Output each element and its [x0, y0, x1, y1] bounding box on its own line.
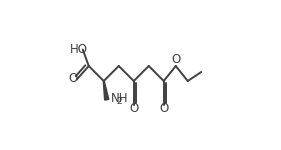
Text: 2: 2	[116, 98, 122, 106]
Text: O: O	[129, 102, 138, 115]
Text: O: O	[68, 72, 78, 85]
Text: HO: HO	[70, 43, 88, 56]
Polygon shape	[103, 81, 109, 100]
Text: NH: NH	[111, 92, 129, 105]
Text: O: O	[159, 102, 168, 115]
Text: O: O	[171, 54, 180, 66]
